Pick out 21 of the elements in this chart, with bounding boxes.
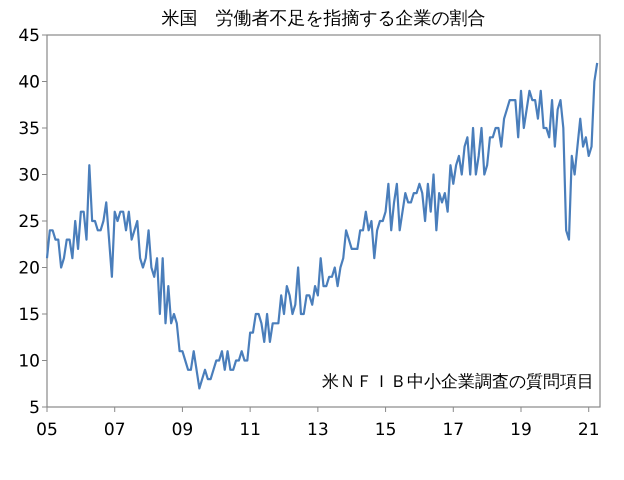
x-tick-label: 09 bbox=[172, 420, 194, 440]
x-tick-label: 13 bbox=[307, 420, 329, 440]
x-tick-label: 15 bbox=[374, 420, 396, 440]
x-tick-label: 11 bbox=[239, 420, 261, 440]
y-tick-label: 20 bbox=[18, 258, 40, 278]
chart-title: 米国 労働者不足を指摘する企業の割合 bbox=[162, 8, 486, 29]
x-tick-label: 05 bbox=[36, 420, 58, 440]
y-tick-label: 35 bbox=[18, 119, 40, 139]
x-tick-label: 21 bbox=[578, 420, 600, 440]
y-tick-label: 10 bbox=[18, 352, 40, 372]
annotation: 米ＮＦＩＢ中小企業調査の質問項目 bbox=[322, 372, 594, 392]
y-tick-label: 30 bbox=[18, 166, 40, 186]
y-tick-label: 5 bbox=[29, 398, 40, 418]
x-tick-label: 19 bbox=[510, 420, 532, 440]
y-tick-label: 45 bbox=[18, 26, 40, 46]
y-tick-label: 40 bbox=[18, 72, 40, 92]
x-tick-label: 07 bbox=[104, 420, 126, 440]
line-series bbox=[46, 62, 598, 390]
x-tick-label: 17 bbox=[442, 420, 464, 440]
y-tick-label: 15 bbox=[18, 305, 40, 325]
y-tick-label: 25 bbox=[18, 212, 40, 232]
